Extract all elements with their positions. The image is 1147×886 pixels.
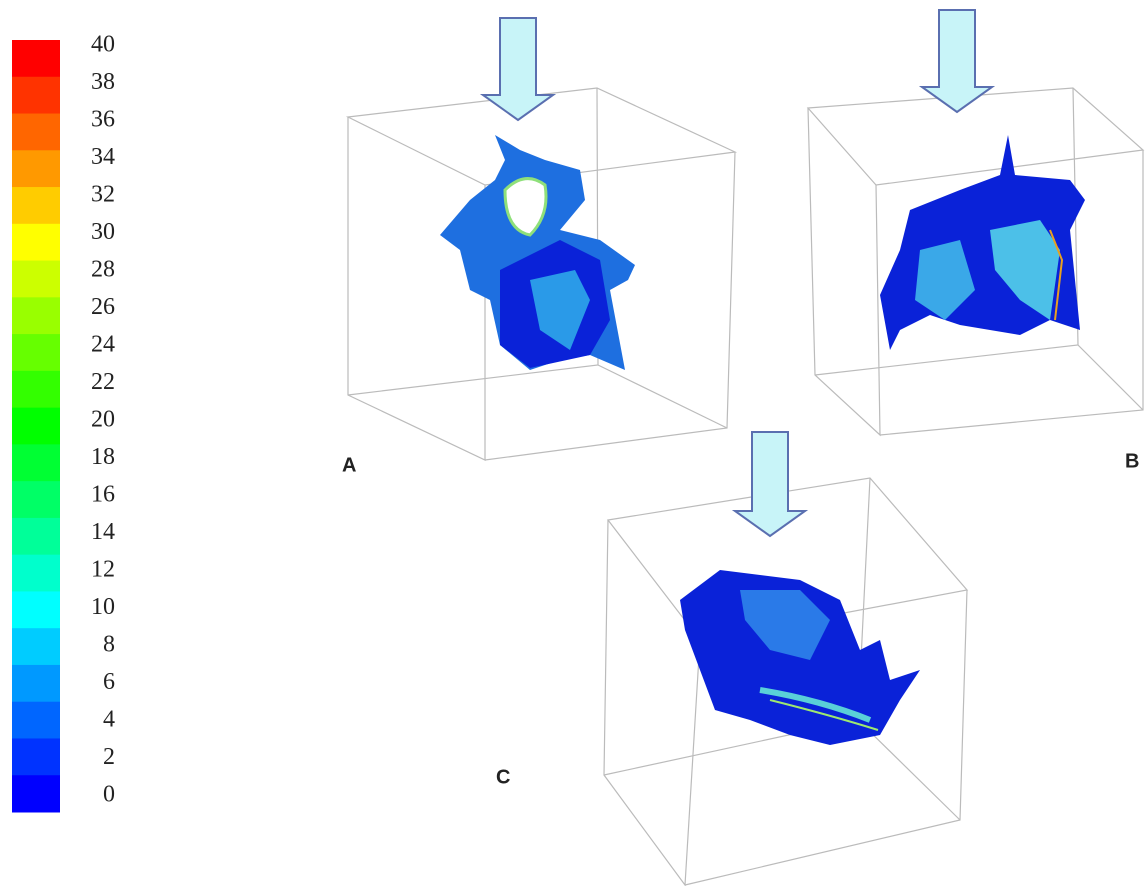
colorbar-label: 28	[91, 257, 115, 283]
colorbar-segment	[12, 665, 60, 702]
arrow-c	[735, 432, 805, 536]
colorbar-label: 26	[91, 294, 115, 320]
colorbar-segment	[12, 224, 60, 261]
colorbar-segment	[12, 518, 60, 555]
colorbar-label: 32	[91, 182, 115, 208]
colorbar-label: 16	[91, 482, 115, 508]
colorbar-label: 24	[91, 332, 115, 358]
panel-label: B	[1125, 450, 1139, 472]
colorbar-label: 40	[91, 32, 115, 58]
colorbar-label: 2	[103, 744, 115, 770]
panel-a-render	[348, 88, 735, 460]
colorbar-label: 38	[91, 69, 115, 95]
colorbar-label: 30	[91, 219, 115, 245]
colorbar-segment	[12, 481, 60, 518]
arrow-b	[922, 10, 992, 112]
colorbar-segment	[12, 408, 60, 445]
colorbar-segment	[12, 150, 60, 187]
colorbar-segment	[12, 261, 60, 298]
colorbar-label: 14	[91, 519, 115, 545]
panel-b-render	[808, 88, 1143, 435]
colorbar-label: 22	[91, 369, 115, 395]
colorbar-label: 6	[103, 669, 115, 695]
colorbar-label: 36	[91, 107, 115, 133]
panel-label: C	[496, 766, 510, 788]
colorbar-segment	[12, 738, 60, 775]
colorbar-label: 10	[91, 594, 115, 620]
colorbar-label: 0	[103, 782, 115, 808]
colorbar-segment	[12, 555, 60, 592]
colorbar-segment	[12, 40, 60, 77]
panel-label: A	[342, 454, 356, 476]
colorbar-segment	[12, 702, 60, 739]
colorbar-label: 8	[103, 632, 115, 658]
colorbar-segment	[12, 775, 60, 812]
colorbar-label: 4	[103, 707, 115, 733]
colorbar-label: 12	[91, 557, 115, 583]
colorbar-label: 34	[91, 144, 115, 170]
colorbar-segment	[12, 114, 60, 151]
panel-c-render	[604, 478, 967, 885]
figure: 4038363432302826242220181614121086420	[0, 0, 1147, 886]
colorbar-segment	[12, 371, 60, 408]
arrow-a	[483, 18, 553, 120]
colorbar-segment	[12, 628, 60, 665]
colorbar-label: 18	[91, 444, 115, 470]
colorbar-segment	[12, 187, 60, 224]
colorbar-segment	[12, 297, 60, 334]
colorbar-segment	[12, 444, 60, 481]
colorbar-segment	[12, 591, 60, 628]
colorbar-label: 20	[91, 407, 115, 433]
colorbar-segment	[12, 334, 60, 371]
colorbar-segment	[12, 77, 60, 114]
